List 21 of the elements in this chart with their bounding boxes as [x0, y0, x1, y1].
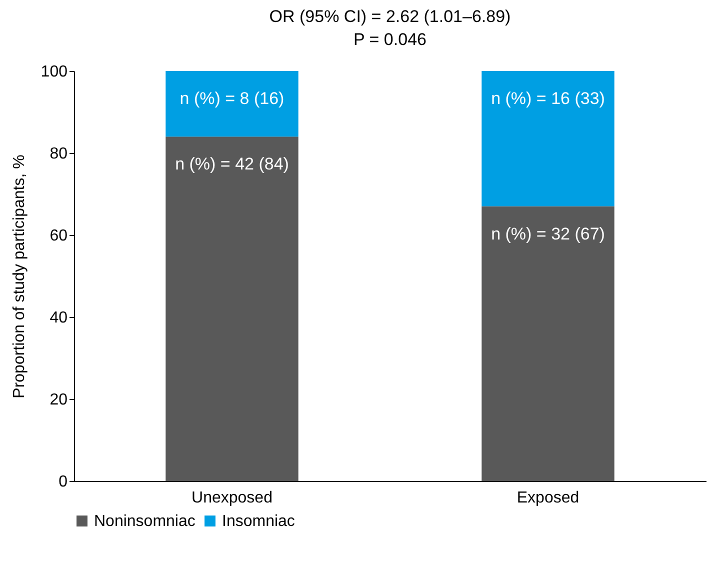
y-tick-label: 0 [58, 474, 68, 490]
data-label: n (%) = 8 (16) [180, 89, 284, 108]
y-tick-label: 20 [50, 392, 68, 408]
y-tick-label: 40 [50, 310, 68, 326]
y-tick-label: 100 [40, 64, 68, 80]
data-label: n (%) = 16 (33) [491, 89, 605, 108]
bar [482, 71, 614, 206]
x-tick-label: Exposed [516, 490, 580, 506]
y-tick-label: 80 [50, 146, 68, 162]
legend-label: Noninsomniac [94, 513, 196, 530]
bar [482, 206, 614, 481]
y-tick-label: 60 [50, 228, 68, 244]
legend-label: Insomniac [222, 513, 295, 530]
data-label: n (%) = 32 (67) [491, 224, 605, 244]
chart-title: OR (95% CI) = 2.62 (1.01–6.89) [269, 7, 511, 26]
data-label: n (%) = 42 (84) [175, 154, 289, 174]
bar [166, 136, 298, 481]
x-tick-label: Unexposed [192, 490, 272, 506]
y-axis-title: Proportion of study participants, % [10, 154, 28, 398]
chart-subtitle: P = 0.046 [354, 30, 426, 49]
bar [166, 71, 298, 137]
